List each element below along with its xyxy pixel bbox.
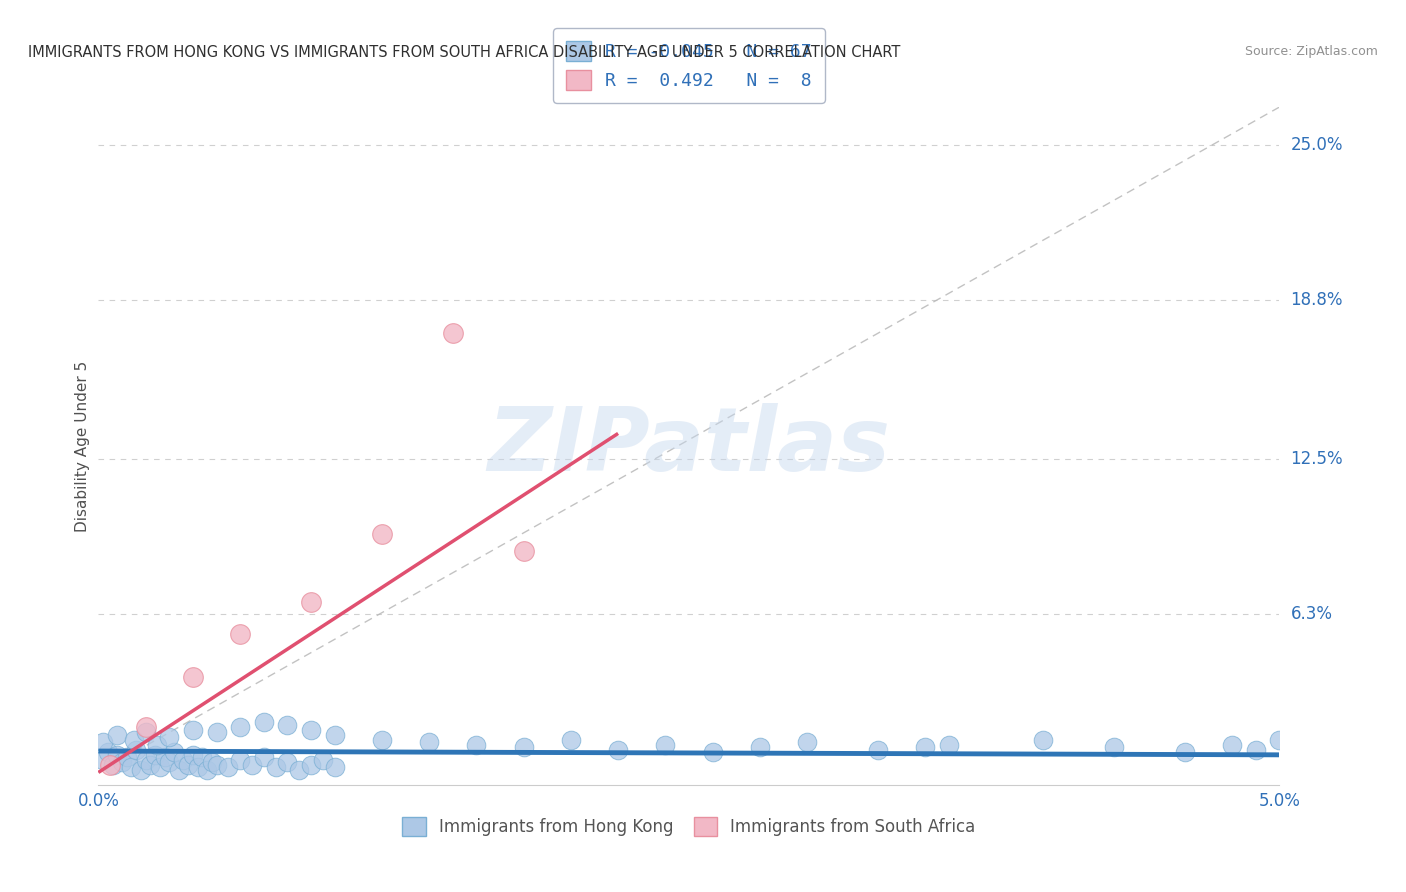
Y-axis label: Disability Age Under 5: Disability Age Under 5 bbox=[75, 360, 90, 532]
Point bbox=[135, 720, 157, 734]
Point bbox=[91, 753, 114, 767]
Point bbox=[560, 732, 582, 747]
Point bbox=[253, 750, 276, 764]
Point bbox=[866, 743, 889, 757]
Point bbox=[607, 743, 630, 757]
Point bbox=[1102, 740, 1125, 755]
Point bbox=[129, 763, 152, 777]
Point bbox=[135, 725, 157, 739]
Point bbox=[101, 757, 124, 772]
Point bbox=[654, 738, 676, 752]
Point bbox=[465, 738, 488, 752]
Point bbox=[253, 715, 276, 730]
Point bbox=[938, 738, 960, 752]
Point bbox=[153, 750, 176, 764]
Point bbox=[371, 732, 394, 747]
Point bbox=[323, 760, 346, 774]
Point bbox=[512, 740, 534, 755]
Point bbox=[299, 723, 322, 737]
Point bbox=[796, 735, 818, 749]
Point bbox=[512, 544, 534, 558]
Text: 12.5%: 12.5% bbox=[1291, 450, 1343, 467]
Text: Source: ZipAtlas.com: Source: ZipAtlas.com bbox=[1244, 45, 1378, 58]
Point bbox=[115, 750, 138, 764]
Point bbox=[91, 735, 114, 749]
Point bbox=[229, 627, 252, 641]
Point bbox=[276, 717, 298, 731]
Point bbox=[157, 731, 180, 745]
Point bbox=[167, 763, 190, 777]
Point bbox=[135, 753, 157, 767]
Point bbox=[163, 745, 186, 759]
Point bbox=[205, 725, 228, 739]
Point bbox=[441, 326, 464, 340]
Point bbox=[122, 732, 145, 747]
Point bbox=[1174, 745, 1197, 759]
Text: 6.3%: 6.3% bbox=[1291, 606, 1333, 624]
Point bbox=[181, 723, 204, 737]
Point bbox=[201, 756, 224, 770]
Point bbox=[125, 743, 148, 757]
Point bbox=[205, 757, 228, 772]
Point bbox=[702, 745, 724, 759]
Point bbox=[1244, 743, 1267, 757]
Point bbox=[177, 757, 200, 772]
Point bbox=[371, 527, 394, 541]
Point bbox=[139, 757, 162, 772]
Legend: Immigrants from Hong Kong, Immigrants from South Africa: Immigrants from Hong Kong, Immigrants fr… bbox=[394, 808, 984, 845]
Text: ZIPatlas: ZIPatlas bbox=[488, 402, 890, 490]
Point bbox=[323, 728, 346, 742]
Point bbox=[98, 757, 121, 772]
Point bbox=[229, 720, 252, 734]
Point bbox=[111, 756, 134, 770]
Point bbox=[264, 760, 287, 774]
Point bbox=[240, 757, 263, 772]
Point bbox=[105, 747, 128, 762]
Point bbox=[97, 745, 120, 759]
Point bbox=[121, 760, 143, 774]
Point bbox=[157, 756, 180, 770]
Point bbox=[229, 753, 252, 767]
Point bbox=[914, 740, 936, 755]
Text: IMMIGRANTS FROM HONG KONG VS IMMIGRANTS FROM SOUTH AFRICA DISABILITY AGE UNDER 5: IMMIGRANTS FROM HONG KONG VS IMMIGRANTS … bbox=[28, 45, 900, 60]
Point bbox=[187, 760, 209, 774]
Point bbox=[1268, 732, 1291, 747]
Point bbox=[299, 757, 322, 772]
Point bbox=[312, 753, 335, 767]
Point bbox=[299, 595, 322, 609]
Point bbox=[748, 740, 770, 755]
Text: 25.0%: 25.0% bbox=[1291, 136, 1343, 153]
Point bbox=[288, 763, 311, 777]
Point bbox=[1032, 732, 1054, 747]
Point bbox=[276, 756, 298, 770]
Text: 18.8%: 18.8% bbox=[1291, 292, 1343, 310]
Point bbox=[149, 760, 172, 774]
Point bbox=[172, 753, 194, 767]
Point bbox=[418, 735, 440, 749]
Point bbox=[1220, 738, 1243, 752]
Point bbox=[105, 728, 128, 742]
Point bbox=[195, 763, 218, 777]
Point bbox=[146, 738, 169, 752]
Point bbox=[181, 670, 204, 684]
Point bbox=[181, 747, 204, 762]
Point bbox=[217, 760, 239, 774]
Point bbox=[143, 747, 166, 762]
Point bbox=[191, 750, 214, 764]
